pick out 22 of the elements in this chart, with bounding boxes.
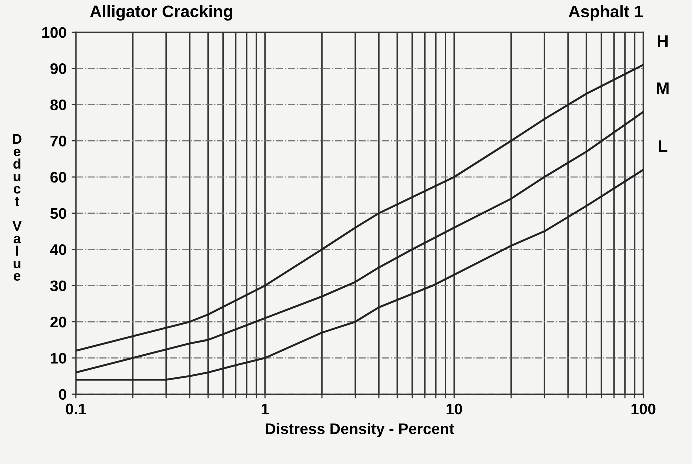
y-tick-label: 70 xyxy=(50,136,66,147)
y-tick-label: 60 xyxy=(50,172,66,183)
y-tick-label: 0 xyxy=(59,389,66,400)
y-tick-label: 80 xyxy=(50,100,66,111)
x-tick-label: 0.1 xyxy=(66,404,86,415)
y-tick-label: 90 xyxy=(50,64,66,74)
y-tick-label: 100 xyxy=(42,27,66,38)
x-axis-title: Distress Density - Percent xyxy=(266,423,454,438)
text: Deduct Value xyxy=(12,134,22,281)
y-tick-label: 10 xyxy=(51,353,66,364)
chart-subtitle: Asphalt 1 xyxy=(568,5,644,21)
x-tick-label: 1 xyxy=(262,404,270,414)
y-tick-label: 20 xyxy=(50,316,66,328)
y-tick-label: 40 xyxy=(50,244,66,256)
chart-title: Alligator Cracking xyxy=(90,5,232,21)
x-tick-label: 100 xyxy=(632,404,656,415)
series-label: M xyxy=(657,82,669,94)
series-label: L xyxy=(659,140,668,152)
x-tick-label: 10 xyxy=(446,404,462,415)
y-tick-label: 30 xyxy=(50,280,66,292)
series-label: H xyxy=(658,36,668,48)
y-tick-label: 50 xyxy=(50,208,66,220)
